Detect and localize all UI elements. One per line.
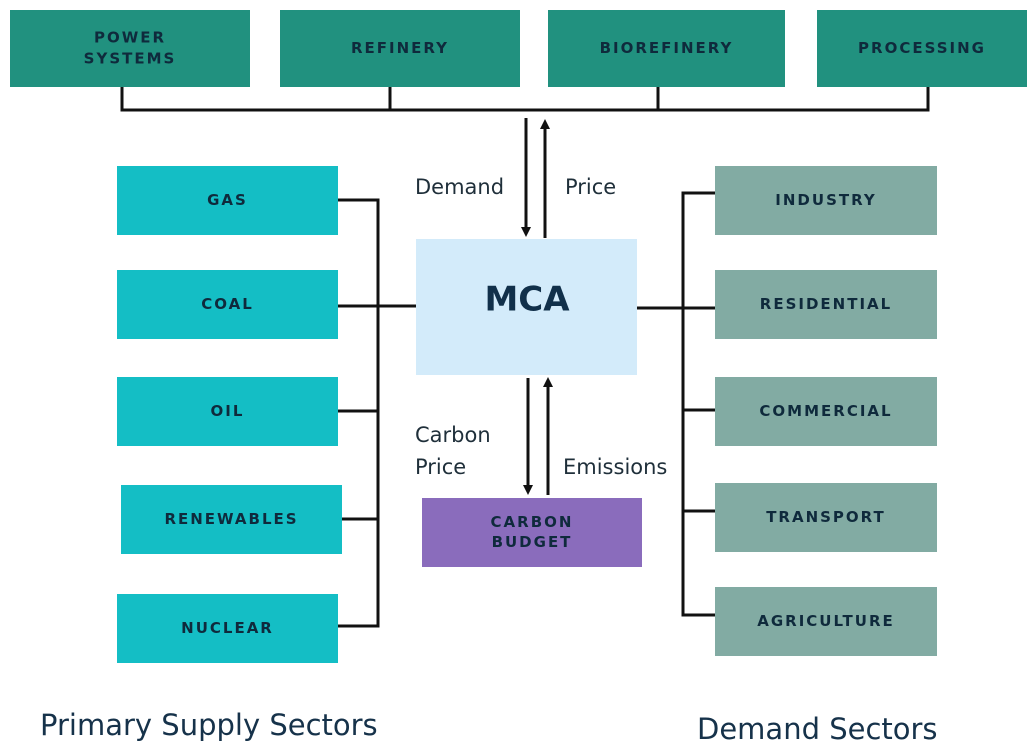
supply-box-label: GAS: [207, 191, 248, 209]
flow-label: Price: [415, 455, 466, 479]
flow-label: Carbon: [415, 423, 491, 447]
process-box-label: BIOREFINERY: [600, 39, 734, 57]
supply-box-label: RENEWABLES: [164, 510, 298, 528]
process-box: [548, 10, 785, 87]
demand-box-label: TRANSPORT: [766, 508, 886, 526]
demand-box: [715, 587, 937, 656]
demand-bus: [637, 191, 715, 617]
demand-box: [715, 270, 937, 339]
process-box-label: REFINERY: [351, 39, 449, 57]
section-label: Primary Supply Sectors: [40, 708, 378, 742]
supply-box-label: COAL: [201, 295, 254, 313]
mca-box: [416, 239, 637, 375]
demand-box: [715, 377, 937, 446]
boxes: POWER SYSTEMS REFINERY BIOREFINERY PROCESSIN…: [10, 10, 1027, 663]
demand-box: [715, 483, 937, 552]
budget-box-label: CARBON: [491, 513, 574, 531]
flow-label: Emissions: [563, 455, 667, 479]
supply-box: [121, 485, 342, 554]
demand-box-label: INDUSTRY: [775, 191, 876, 209]
flow-label: Price: [565, 175, 616, 199]
section-label: Demand Sectors: [697, 712, 938, 746]
process-box: [10, 10, 250, 87]
demand-box: [715, 166, 937, 235]
mca-label: MCA: [484, 280, 570, 320]
supply-box: [117, 377, 338, 446]
demand-box-label: COMMERCIAL: [759, 402, 892, 420]
supply-box: [117, 594, 338, 663]
supply-box-label: OIL: [211, 402, 245, 420]
supply-box-label: NUCLEAR: [181, 619, 274, 637]
process-box: [280, 10, 520, 87]
supply-box: [117, 270, 338, 339]
process-box-label: POWER: [94, 29, 166, 47]
process-box: [817, 10, 1027, 87]
process-box-label: PROCESSING: [858, 39, 986, 57]
supply-bus: [338, 198, 416, 628]
demand-box-label: RESIDENTIAL: [760, 295, 892, 313]
supply-box: [117, 166, 338, 235]
budget-box-label: BUDGET: [492, 533, 573, 551]
budget-box: [422, 498, 642, 567]
process-box-label: SYSTEMS: [84, 50, 177, 68]
flow-label: Demand: [415, 175, 504, 199]
process-bus: [120, 87, 930, 112]
demand-box-label: AGRICULTURE: [757, 612, 895, 630]
